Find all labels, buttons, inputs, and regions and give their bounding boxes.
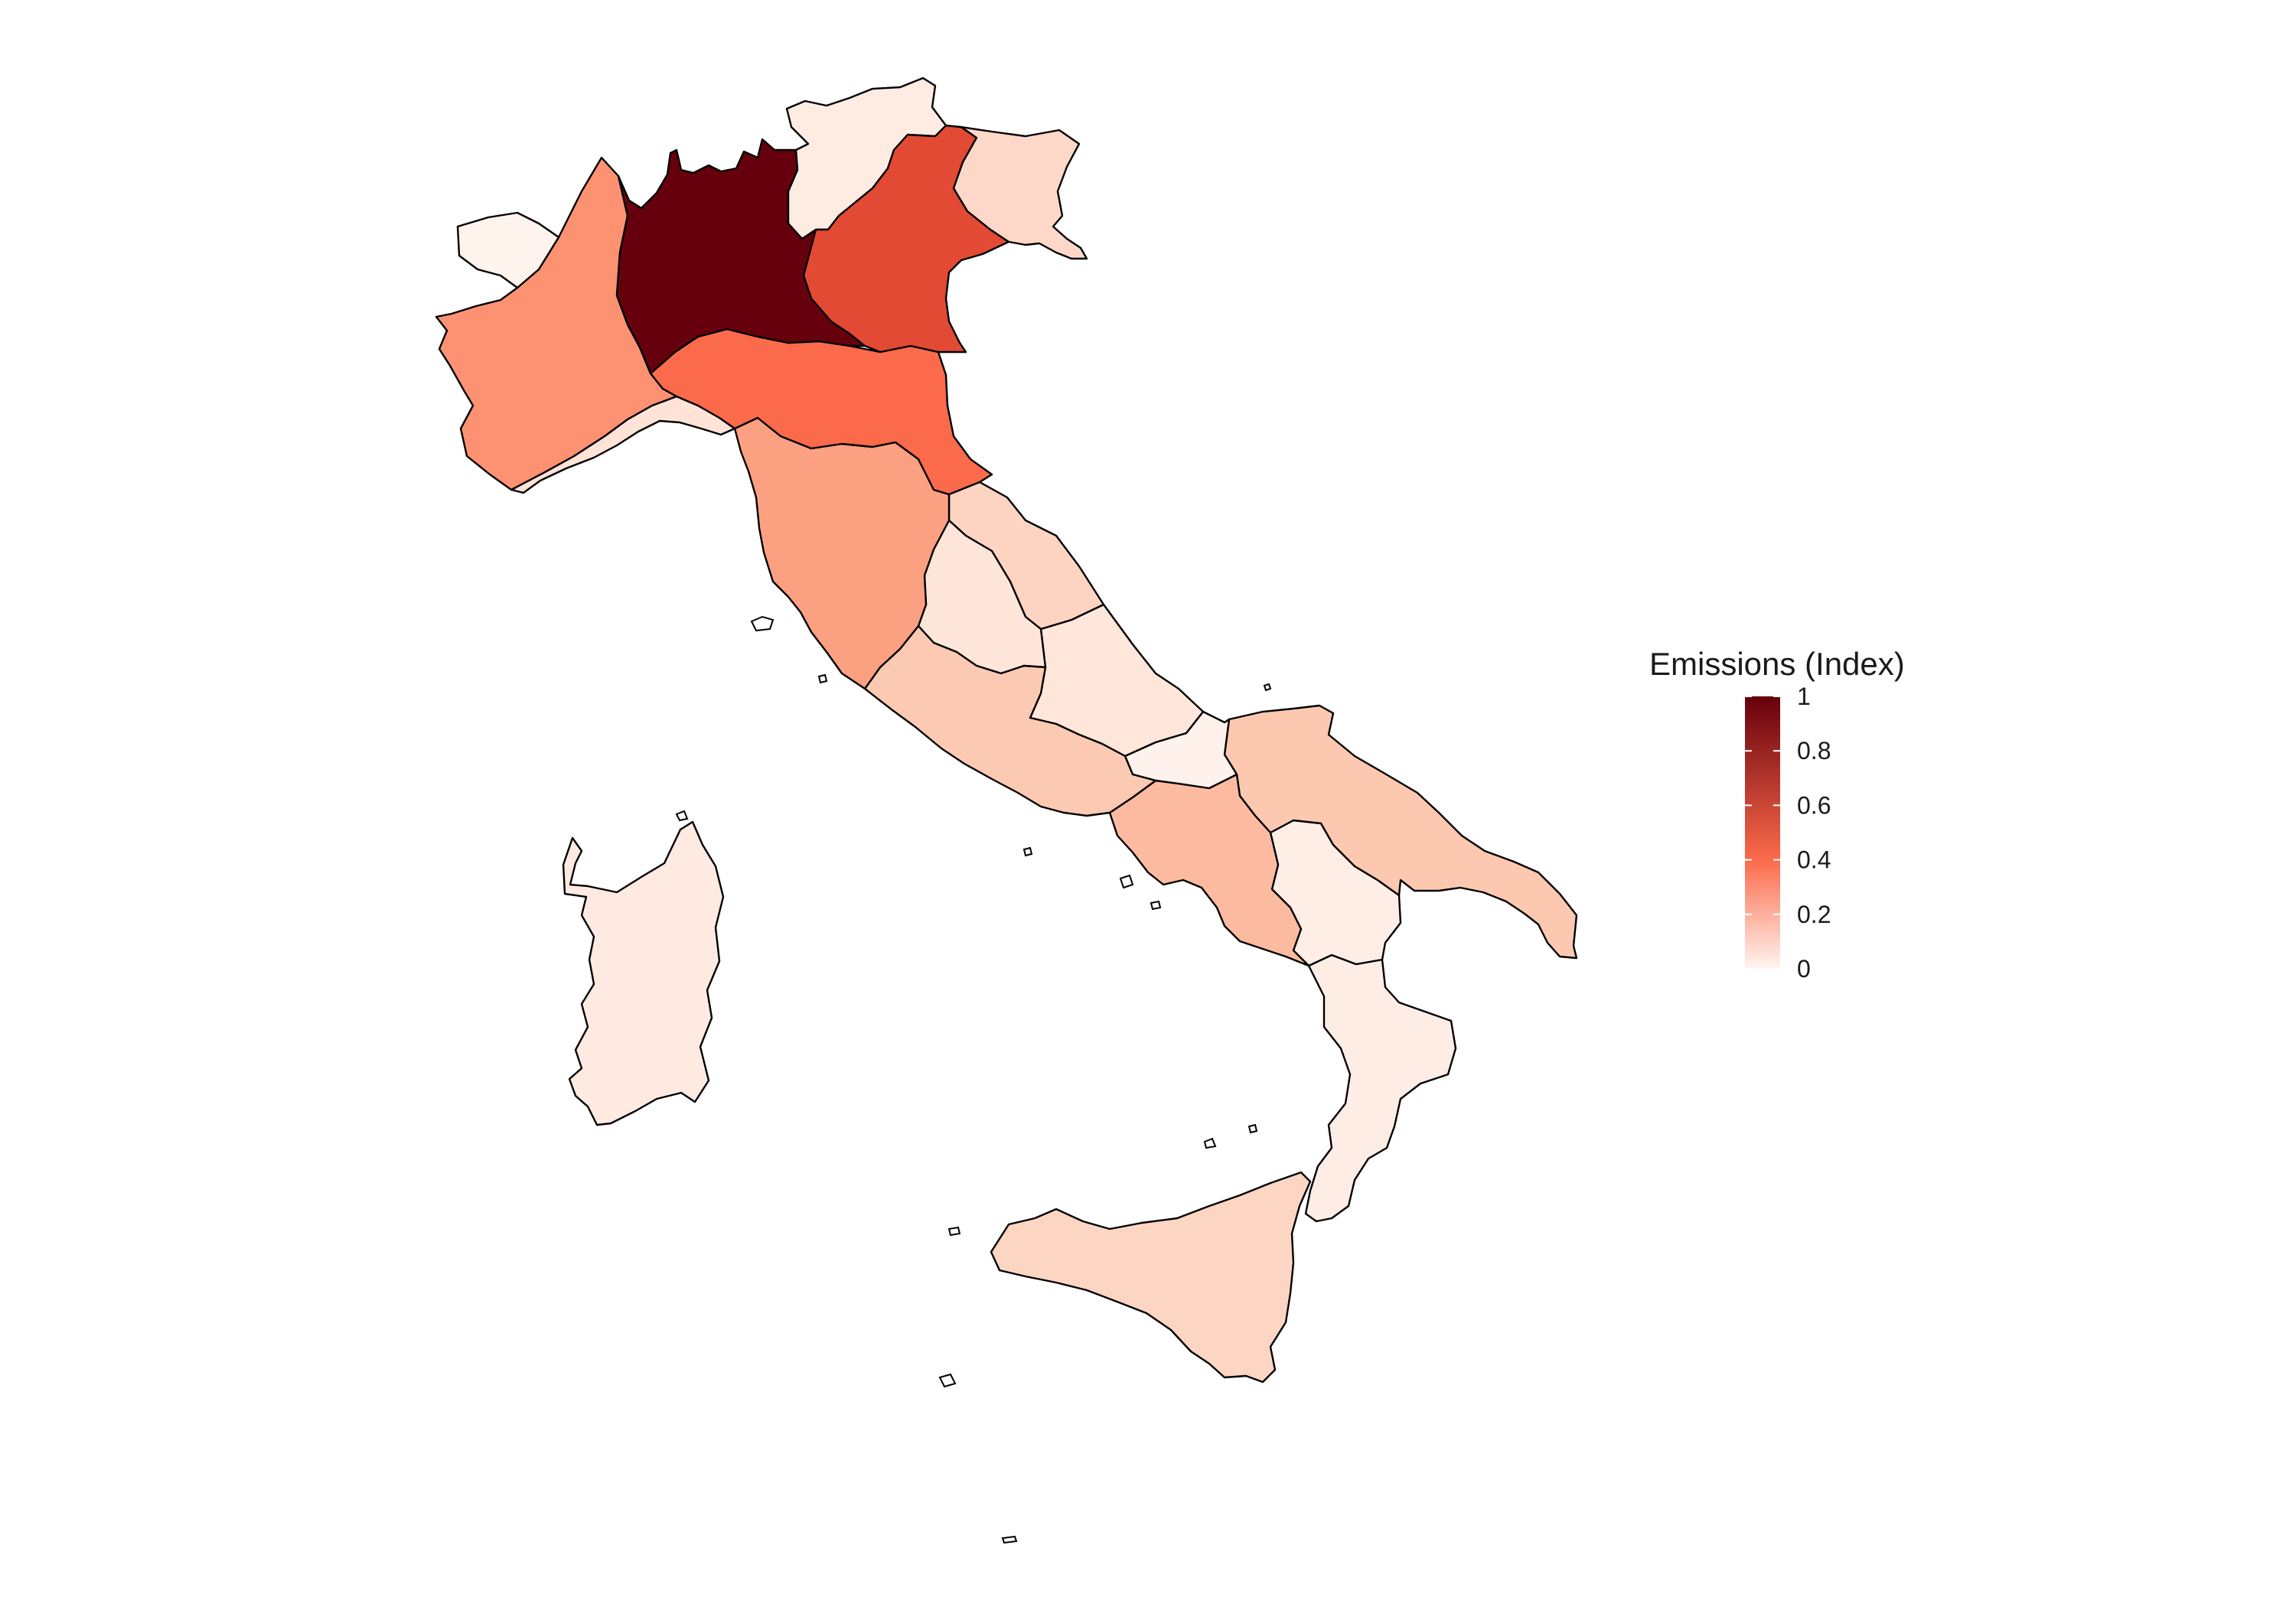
region-sicilia (990, 1171, 1312, 1384)
region-sardegna (562, 820, 725, 1126)
island-pantelleria (938, 1373, 957, 1388)
island-ponza (1022, 846, 1033, 857)
legend-ticks: 1 0.8 0.6 0.4 0.2 0 (1745, 683, 1831, 983)
island-lipari (1203, 1137, 1217, 1149)
island-stromboli (1247, 1123, 1258, 1134)
island-ischia (1119, 874, 1134, 889)
legend-tick-label: 0.6 (1797, 791, 1831, 819)
region-friuli-venezia-giulia (952, 125, 1088, 260)
island-capri (1150, 900, 1162, 911)
island-maddalena (675, 810, 689, 822)
region-puglia (1223, 704, 1578, 960)
legend-tick-label: 0.2 (1797, 901, 1831, 928)
region-lazio (863, 624, 1157, 817)
island-elba (750, 615, 775, 632)
legend-tick-label: 0 (1797, 955, 1811, 983)
island-egadi (947, 1226, 961, 1237)
island-giglio (817, 673, 828, 684)
legend-colorbar (1745, 696, 1780, 969)
island-tremiti (1263, 683, 1272, 692)
region-valle-d-aosta (456, 211, 560, 289)
legend-title: Emissions (Index) (1649, 646, 1905, 682)
legend-tick-label: 0.8 (1797, 737, 1831, 764)
legend: Emissions (Index) 1 0.8 0.6 0.4 0.2 0 (1649, 646, 1905, 983)
region-veneto (802, 124, 1010, 354)
island-lampedusa (1001, 1535, 1018, 1544)
legend-tick-label: 1 (1797, 683, 1811, 710)
region-calabria (1304, 953, 1457, 1223)
legend-tick-label: 0.4 (1797, 846, 1831, 874)
